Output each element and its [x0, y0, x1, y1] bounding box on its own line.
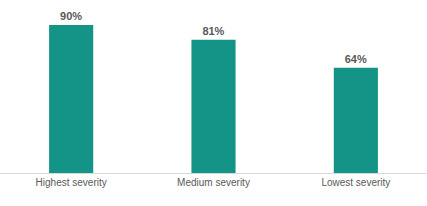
svg-text:90%: 90% — [60, 10, 82, 22]
svg-text:Lowest severity: Lowest severity — [321, 177, 390, 188]
svg-text:81%: 81% — [202, 25, 224, 37]
svg-text:Medium severity: Medium severity — [177, 177, 250, 188]
svg-text:Highest severity: Highest severity — [36, 177, 107, 188]
svg-text:64%: 64% — [345, 53, 367, 65]
